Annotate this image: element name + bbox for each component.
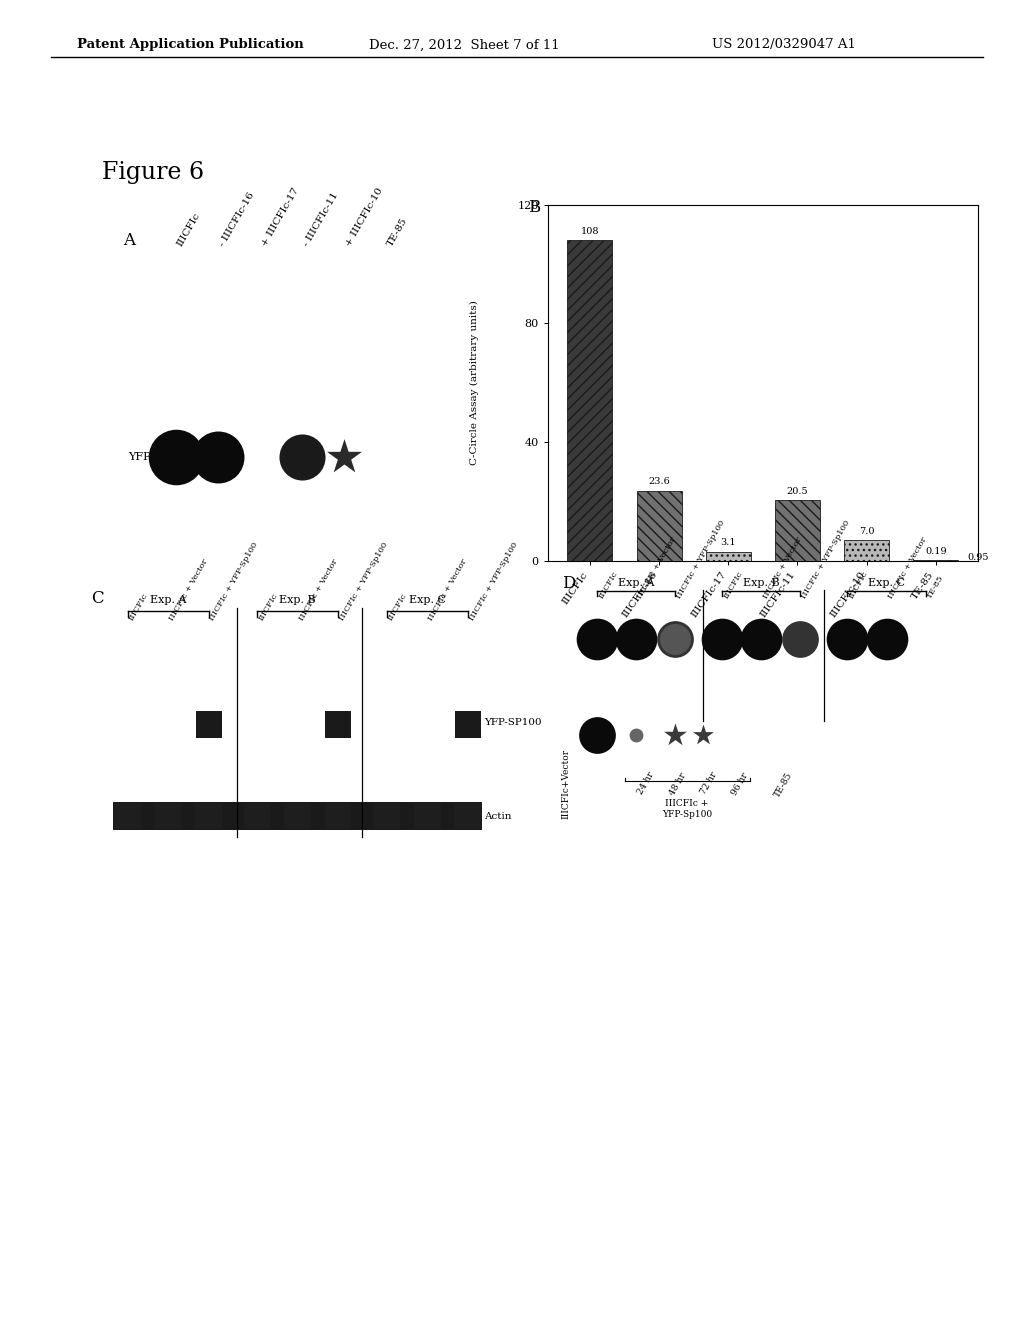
- Text: Exp. A: Exp. A: [150, 594, 186, 605]
- Text: 23.6: 23.6: [648, 478, 670, 487]
- Point: [754, 628, 770, 649]
- Point: [210, 446, 226, 467]
- Text: 0.19: 0.19: [925, 546, 947, 556]
- Text: Patent Application Publication: Patent Application Publication: [77, 38, 303, 51]
- Point: [589, 725, 605, 746]
- Text: C: C: [91, 590, 103, 607]
- Bar: [414, 803, 440, 829]
- Text: IIICFIc + Vector: IIICFIc + Vector: [168, 557, 210, 622]
- Bar: [326, 711, 351, 738]
- Text: 0.95: 0.95: [967, 553, 988, 562]
- Text: - IIICFIc-11: - IIICFIc-11: [302, 190, 340, 248]
- Text: + IIICFIc-10: + IIICFIc-10: [344, 186, 385, 248]
- Point: [628, 725, 644, 746]
- Text: 72 hr: 72 hr: [698, 771, 719, 796]
- Text: + IIICFIc-17: + IIICFIc-17: [260, 186, 301, 248]
- Text: IIICFIc: IIICFIc: [387, 591, 409, 622]
- Text: IIICFIc + YFP-Sp100: IIICFIc + YFP-Sp100: [209, 541, 260, 622]
- Text: Exp. C: Exp. C: [409, 594, 445, 605]
- Text: IIICFIc + Vector: IIICFIc + Vector: [427, 557, 469, 622]
- Bar: [244, 803, 270, 829]
- Text: US 2012/0329047 A1: US 2012/0329047 A1: [712, 38, 856, 51]
- Text: - IIICFIc-16: - IIICFIc-16: [218, 190, 256, 248]
- Text: 48 hr: 48 hr: [668, 771, 688, 796]
- Text: IIICFIc: IIICFIc: [128, 591, 150, 622]
- Point: [294, 446, 310, 467]
- Text: IIICFIc + YFP-Sp100: IIICFIc + YFP-Sp100: [468, 541, 519, 622]
- Point: [668, 628, 684, 649]
- Text: IIICFIc + Vector: IIICFIc + Vector: [887, 536, 928, 599]
- Point: [668, 725, 684, 746]
- Point: [167, 446, 183, 467]
- Point: [793, 628, 809, 649]
- Text: 3.1: 3.1: [721, 539, 736, 548]
- Bar: [844, 540, 889, 561]
- Bar: [155, 803, 181, 829]
- Text: Dec. 27, 2012  Sheet 7 of 11: Dec. 27, 2012 Sheet 7 of 11: [369, 38, 559, 51]
- Bar: [374, 803, 400, 829]
- Text: YFP-SP100: YFP-SP100: [484, 718, 542, 727]
- Point: [628, 628, 644, 649]
- Bar: [706, 552, 751, 561]
- Text: TE-85: TE-85: [773, 771, 795, 799]
- Text: D: D: [562, 574, 575, 591]
- Text: Exp. C: Exp. C: [868, 578, 905, 589]
- Bar: [196, 711, 222, 738]
- Text: A: A: [123, 232, 135, 249]
- Text: 108: 108: [581, 227, 599, 236]
- Bar: [455, 803, 481, 829]
- Text: IIICFIc: IIICFIc: [848, 569, 869, 599]
- Point: [668, 628, 684, 649]
- Text: IIICFIc +
YFP-Sp100: IIICFIc + YFP-Sp100: [663, 799, 712, 818]
- Bar: [455, 711, 481, 738]
- Text: YFP-SP100·: YFP-SP100·: [128, 451, 194, 462]
- Text: IIICFIc + Vector: IIICFIc + Vector: [636, 536, 678, 599]
- Bar: [637, 491, 682, 561]
- Text: IIICFIc + YFP-Sp100: IIICFIc + YFP-Sp100: [676, 519, 727, 599]
- Text: IIICFIc + YFP-Sp100: IIICFIc + YFP-Sp100: [801, 519, 852, 599]
- Text: IIICFIc: IIICFIc: [597, 569, 620, 599]
- Y-axis label: C-Circle Assay (arbitrary units): C-Circle Assay (arbitrary units): [470, 301, 479, 465]
- Point: [694, 725, 711, 746]
- Bar: [114, 803, 141, 829]
- Point: [589, 628, 605, 649]
- Text: IIICFIc + YFP-Sp100: IIICFIc + YFP-Sp100: [338, 541, 389, 622]
- Text: IIICFIc: IIICFIc: [722, 569, 744, 599]
- Text: 20.5: 20.5: [786, 487, 808, 496]
- Text: 24 hr: 24 hr: [636, 771, 656, 796]
- Text: Exp. A: Exp. A: [618, 578, 654, 589]
- Text: IIICFIc: IIICFIc: [257, 591, 280, 622]
- Text: 7.0: 7.0: [859, 527, 874, 536]
- Bar: [114, 803, 482, 830]
- Text: Figure 6: Figure 6: [102, 161, 205, 183]
- Text: 96 hr: 96 hr: [730, 771, 751, 796]
- Text: Actin: Actin: [484, 812, 511, 821]
- Text: TE-85: TE-85: [386, 216, 410, 248]
- Text: Exp. B: Exp. B: [280, 594, 316, 605]
- Point: [336, 446, 352, 467]
- Bar: [325, 803, 351, 829]
- Text: B: B: [527, 199, 540, 215]
- Point: [879, 628, 895, 649]
- Text: IIICFIc + Vector: IIICFIc + Vector: [762, 536, 803, 599]
- Text: TE-85: TE-85: [926, 574, 945, 599]
- Text: IIICFIc: IIICFIc: [175, 211, 202, 248]
- Point: [840, 628, 856, 649]
- Text: IIICFIc+Vector: IIICFIc+Vector: [561, 750, 570, 820]
- Point: [714, 628, 730, 649]
- Text: IIICFIc + Vector: IIICFIc + Vector: [298, 557, 339, 622]
- Bar: [567, 240, 612, 561]
- Bar: [285, 803, 311, 829]
- Bar: [775, 500, 820, 561]
- Bar: [196, 803, 222, 829]
- Text: Exp. B: Exp. B: [743, 578, 779, 589]
